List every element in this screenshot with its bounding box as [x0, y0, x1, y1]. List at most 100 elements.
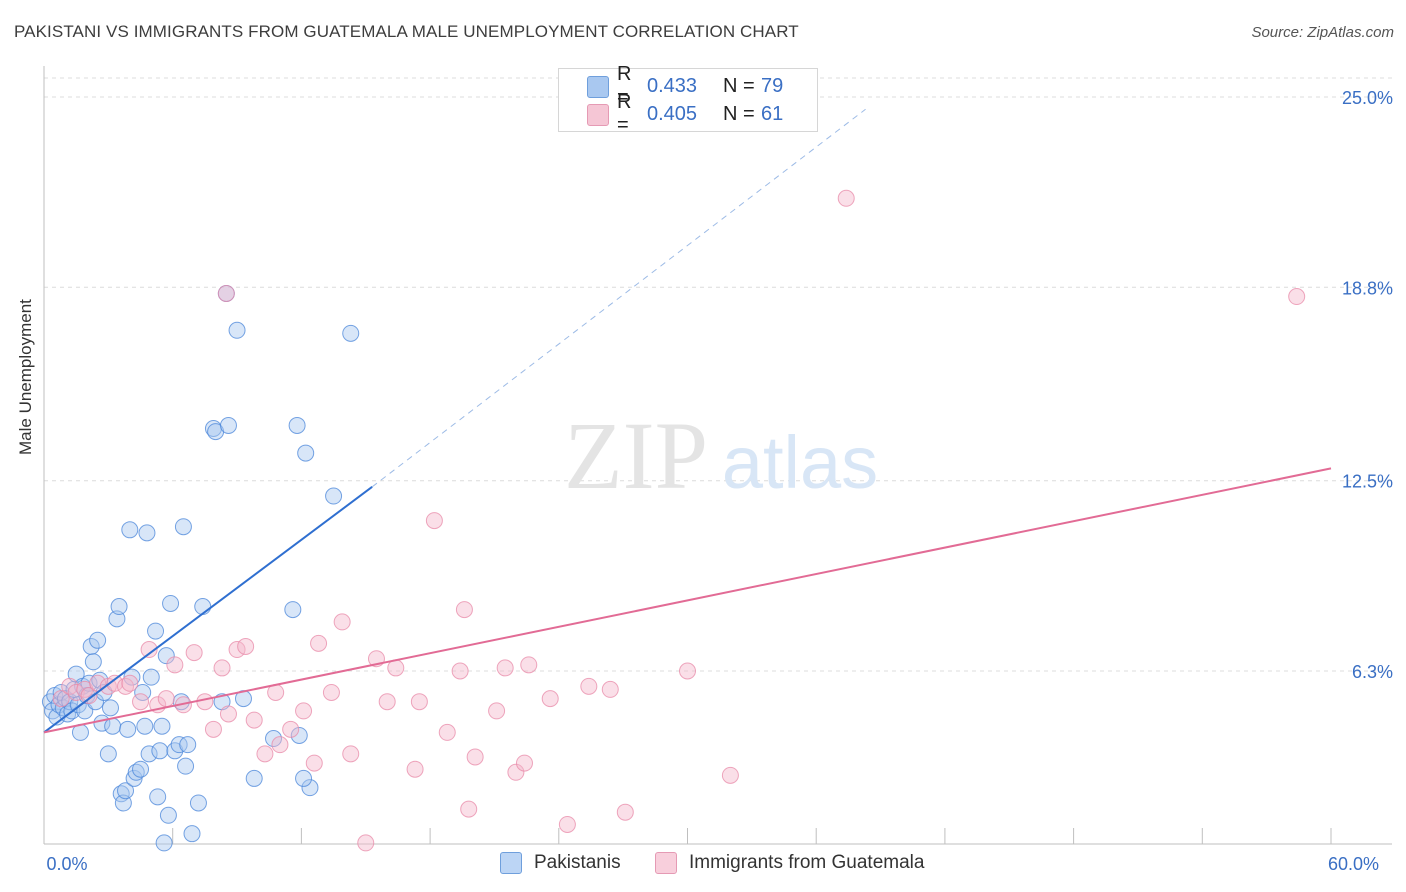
legend-r-label: R = — [617, 63, 632, 108]
point-pakistanis — [288, 416, 306, 434]
legend-item-guatemala[interactable]: Immigrants from Guatemala — [655, 852, 924, 874]
legend-swatch-guatemala — [655, 852, 677, 874]
point-guatemala — [157, 690, 175, 708]
y-tick-label: 25.0% — [1342, 88, 1393, 108]
point-guatemala — [837, 189, 855, 207]
point-guatemala — [132, 693, 150, 711]
point-guatemala — [217, 284, 235, 302]
trend-extension-pakistanis — [371, 108, 866, 488]
point-guatemala — [616, 803, 634, 821]
point-guatemala — [295, 702, 313, 720]
axes — [43, 66, 1392, 845]
point-guatemala — [451, 662, 469, 680]
point-guatemala — [410, 693, 428, 711]
point-pakistanis — [297, 444, 315, 462]
point-guatemala — [541, 690, 559, 708]
point-pakistanis — [342, 324, 360, 342]
point-guatemala — [455, 601, 473, 619]
point-pakistanis — [162, 594, 180, 612]
legend-n-value: 61 — [761, 102, 784, 125]
point-pakistanis — [121, 521, 139, 539]
point-pakistanis — [194, 598, 212, 616]
point-pakistanis — [140, 745, 158, 763]
legend-n-value: 79 — [761, 74, 784, 97]
legend-n-label: N = — [723, 102, 755, 125]
source-label: Source: ZipAtlas.com — [1251, 24, 1394, 41]
chart-title: PAKISTANI VS IMMIGRANTS FROM GUATEMALA M… — [14, 22, 799, 41]
point-pakistanis — [157, 647, 175, 665]
point-pakistanis — [84, 653, 102, 671]
legend-item-pakistanis[interactable]: Pakistanis — [500, 852, 621, 874]
point-pakistanis — [170, 736, 188, 754]
point-guatemala — [196, 693, 214, 711]
point-guatemala — [305, 754, 323, 772]
point-pakistanis — [179, 736, 197, 754]
point-guatemala — [52, 690, 70, 708]
point-guatemala — [679, 662, 696, 680]
trend-line-guatemala — [43, 467, 1332, 734]
point-guatemala — [515, 754, 533, 772]
point-pakistanis — [138, 524, 156, 542]
point-pakistanis — [265, 730, 283, 748]
point-pakistanis — [174, 518, 192, 536]
point-guatemala — [425, 512, 443, 530]
point-guatemala — [322, 683, 340, 701]
point-pakistanis — [295, 769, 313, 787]
legend-label-pakistanis: Pakistanis — [534, 852, 621, 873]
tick-labels: 6.3% 12.5% 18.8% 25.0% 0.0% 60.0% — [46, 88, 1393, 874]
point-pakistanis — [80, 674, 98, 692]
legend-row-pakistanis: R = 0.433 N = 79 — [587, 63, 784, 108]
point-guatemala — [580, 677, 598, 695]
trend-lines — [43, 108, 1332, 734]
point-guatemala — [496, 659, 514, 677]
point-pakistanis — [101, 699, 119, 717]
point-pakistanis — [290, 726, 308, 744]
legend-r-value: 0.433 — [647, 74, 698, 97]
watermark-zip: ZIP — [564, 402, 708, 509]
point-guatemala — [507, 763, 525, 781]
watermark-atlas: atlas — [722, 421, 878, 504]
point-guatemala — [80, 687, 98, 705]
y-tick-label: 12.5% — [1342, 472, 1393, 492]
point-guatemala — [438, 723, 456, 741]
point-guatemala — [342, 745, 360, 763]
point-guatemala — [185, 644, 203, 662]
point-pakistanis — [99, 745, 117, 763]
point-guatemala — [378, 693, 396, 711]
legend-swatch-guatemala — [587, 104, 609, 126]
point-pakistanis — [159, 806, 177, 824]
point-pakistanis — [151, 742, 169, 760]
point-guatemala — [245, 711, 263, 729]
point-guatemala — [460, 800, 478, 818]
point-guatemala — [488, 702, 506, 720]
point-guatemala — [310, 634, 328, 652]
point-guatemala — [1288, 288, 1306, 306]
legend-n-label: N = — [723, 74, 755, 97]
point-pakistanis — [104, 717, 122, 735]
point-pakistanis — [177, 757, 195, 775]
point-pakistanis — [155, 834, 173, 852]
point-pakistanis — [189, 794, 207, 812]
point-guatemala — [282, 720, 300, 738]
point-guatemala — [601, 680, 619, 698]
y-tick-label: 6.3% — [1352, 662, 1393, 682]
point-guatemala — [721, 766, 739, 784]
point-pakistanis — [147, 622, 165, 640]
point-pakistanis — [119, 720, 137, 738]
legend-r-value: 0.405 — [647, 102, 698, 125]
point-guatemala — [271, 736, 289, 754]
data-points — [41, 189, 1306, 852]
trend-line-pakistanis — [43, 486, 373, 734]
y-tick-label: 18.8% — [1342, 278, 1393, 298]
point-pakistanis — [149, 788, 167, 806]
point-pakistanis — [117, 782, 135, 800]
series-legend: Pakistanis Immigrants from Guatemala — [0, 852, 1406, 878]
point-pakistanis — [89, 631, 107, 649]
point-guatemala — [106, 674, 124, 692]
point-pakistanis — [325, 487, 343, 505]
point-pakistanis — [142, 668, 160, 686]
point-guatemala — [406, 760, 424, 778]
point-guatemala — [204, 720, 222, 738]
x-tick-label: 60.0% — [1328, 854, 1379, 874]
legend-row-guatemala: R = 0.405 N = 61 — [587, 91, 784, 136]
